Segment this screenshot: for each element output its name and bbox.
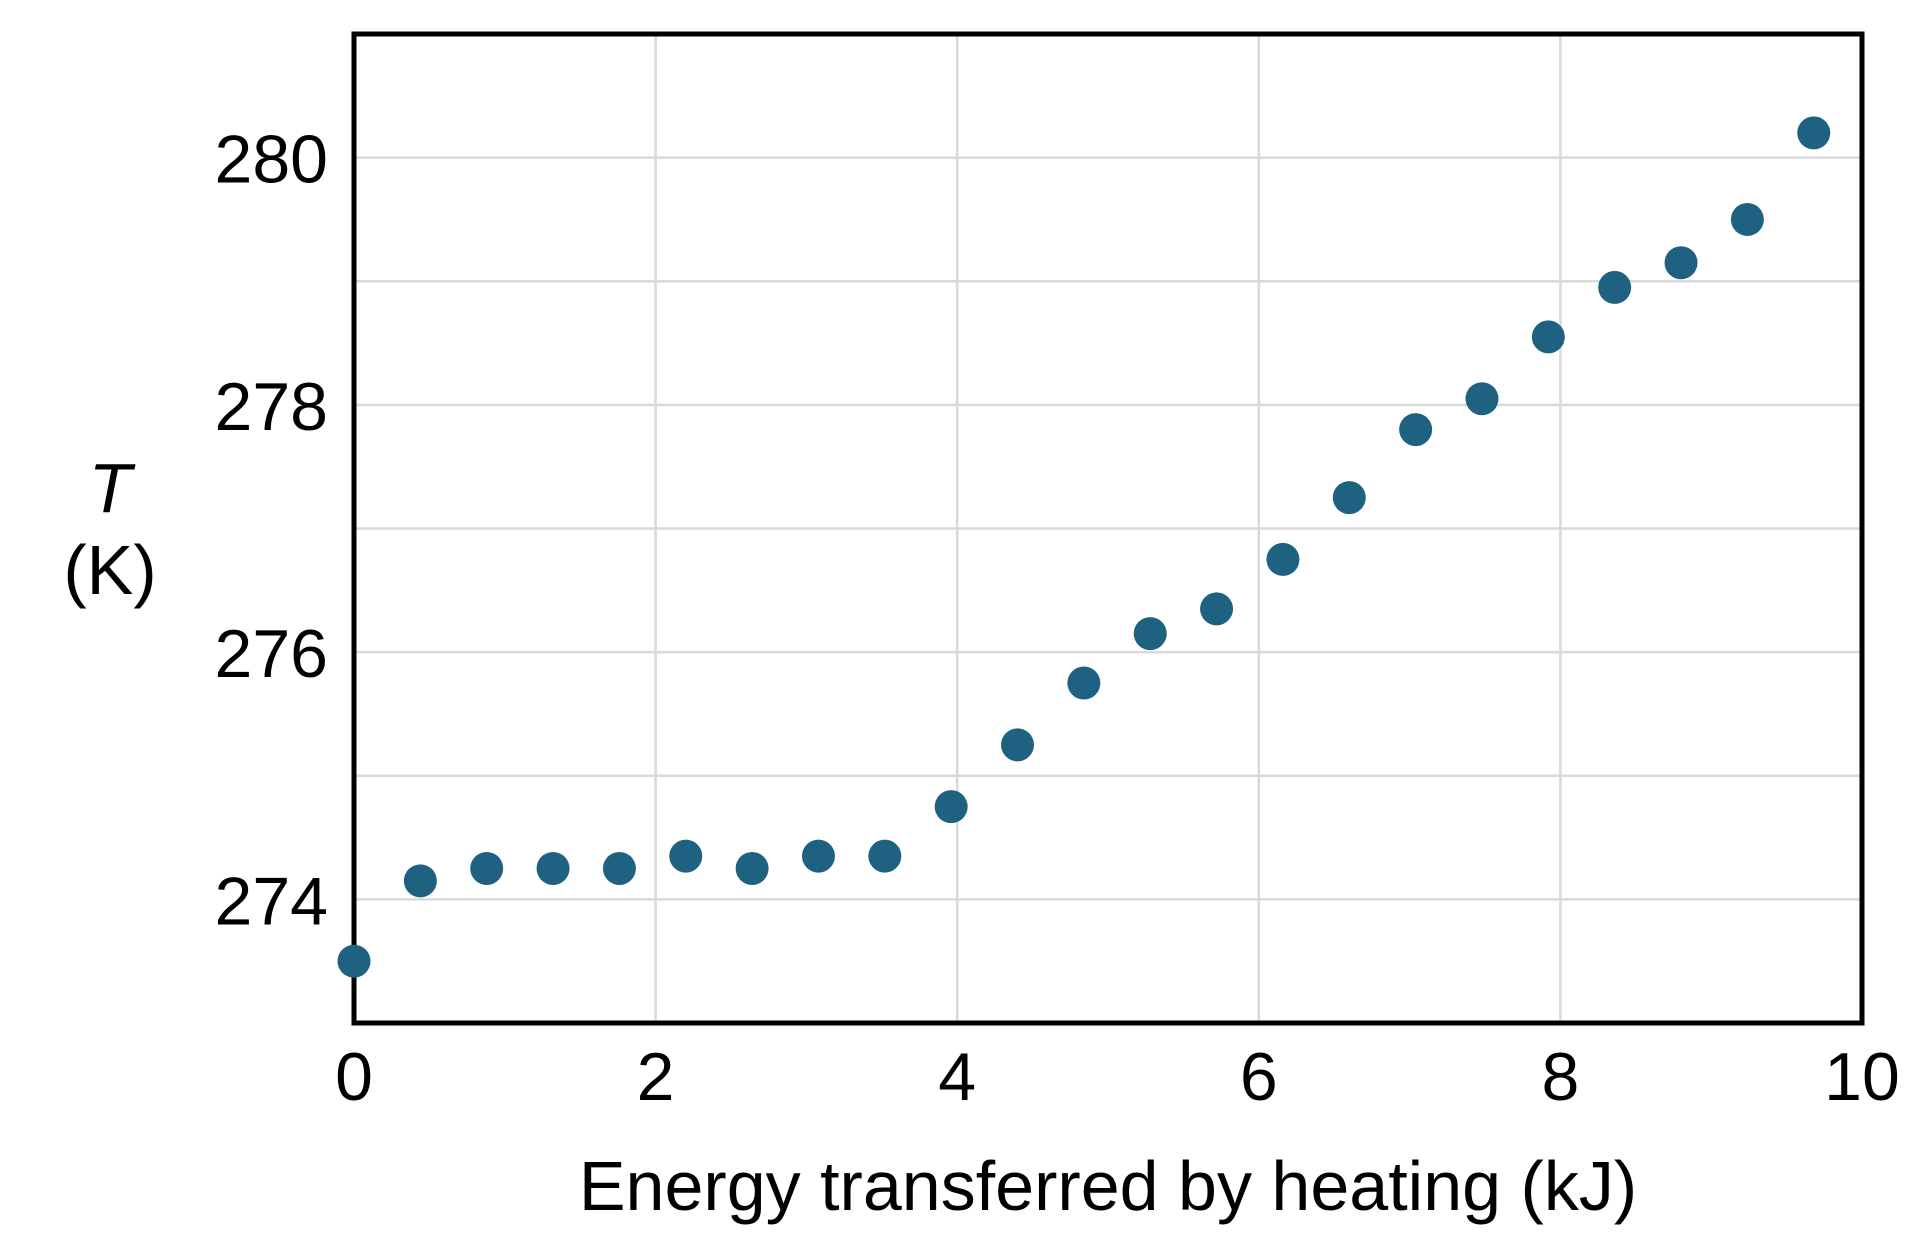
y-tick-label: 278 bbox=[215, 369, 328, 445]
data-point bbox=[1067, 666, 1101, 700]
data-point bbox=[337, 944, 371, 978]
x-tick-label: 0 bbox=[335, 1039, 373, 1115]
data-point bbox=[1531, 320, 1565, 354]
data-point bbox=[1133, 617, 1167, 651]
data-points bbox=[337, 116, 1831, 978]
x-tick-label: 10 bbox=[1824, 1039, 1900, 1115]
y-tick-label: 280 bbox=[215, 122, 328, 198]
data-point bbox=[669, 839, 703, 873]
x-tick-label: 2 bbox=[637, 1039, 675, 1115]
data-point bbox=[1001, 728, 1035, 762]
data-point bbox=[1465, 382, 1499, 416]
data-point bbox=[1797, 116, 1831, 150]
data-point bbox=[1399, 413, 1433, 447]
data-point bbox=[602, 851, 636, 885]
data-point bbox=[1332, 481, 1366, 515]
plot-frame bbox=[351, 31, 1865, 1026]
data-point bbox=[1664, 246, 1698, 280]
data-point bbox=[801, 839, 835, 873]
data-point bbox=[735, 851, 769, 885]
data-point bbox=[1200, 592, 1234, 626]
x-tick-label: 6 bbox=[1240, 1039, 1278, 1115]
data-point bbox=[470, 851, 504, 885]
y-tick-label: 274 bbox=[215, 863, 328, 939]
x-tick-label: 4 bbox=[938, 1039, 976, 1115]
y-axis-title-symbol: T bbox=[89, 449, 136, 527]
data-point bbox=[868, 839, 902, 873]
x-tick-label: 8 bbox=[1541, 1039, 1579, 1115]
data-point bbox=[1266, 542, 1300, 576]
y-tick-label: 276 bbox=[215, 616, 328, 692]
data-point bbox=[536, 851, 570, 885]
gridlines bbox=[354, 34, 1862, 1023]
tick-labels: 274 276 278 280 0 2 4 6 8 10 bbox=[215, 122, 1900, 1115]
data-point bbox=[403, 864, 437, 898]
y-axis-title-unit: (K) bbox=[63, 531, 156, 609]
data-point bbox=[1730, 202, 1764, 236]
data-point bbox=[1598, 270, 1632, 304]
data-point bbox=[934, 790, 968, 824]
x-axis-title: Energy transferred by heating (kJ) bbox=[579, 1147, 1637, 1225]
